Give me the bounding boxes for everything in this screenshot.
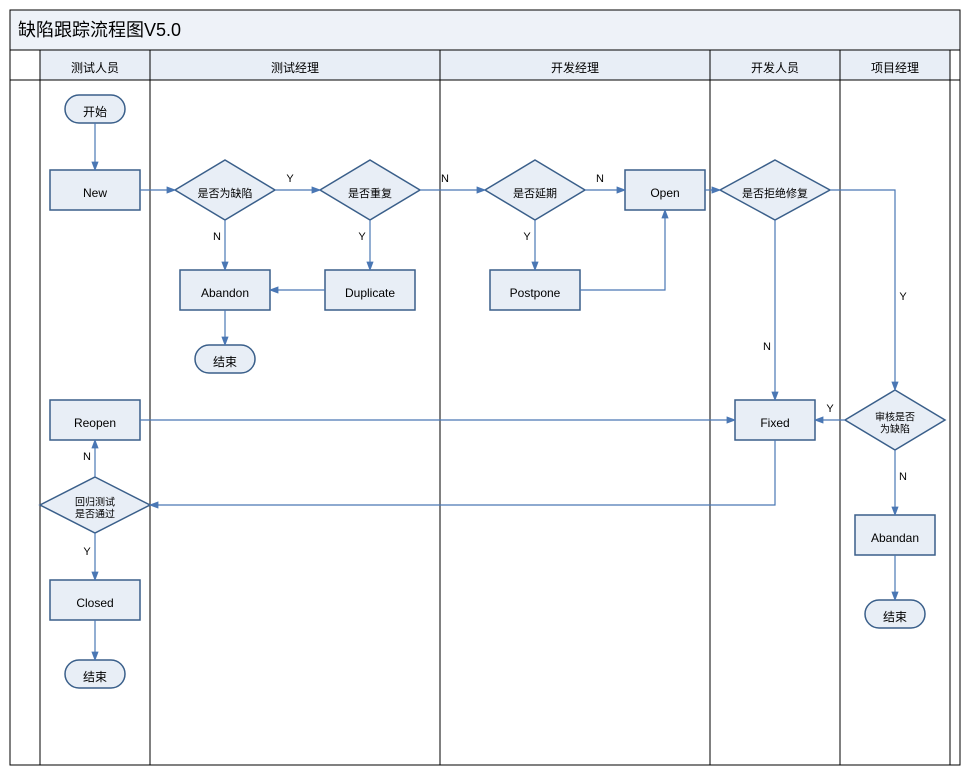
node-label-duplicate: Duplicate <box>345 286 395 300</box>
lane-header-tm: 测试经理 <box>271 60 319 75</box>
node-label-abandon: Abandon <box>201 286 249 300</box>
diagram-title: 缺陷跟踪流程图V5.0 <box>18 20 181 40</box>
lane-header-dev: 开发人员 <box>751 60 799 75</box>
flowchart-swimlane: 缺陷跟踪流程图V5.0 测试人员 测试经理 开发经理 开发人员 项目经理开始 New 是否为缺… <box>0 0 970 775</box>
node-label-start: 开始 <box>83 105 107 119</box>
flowchart-svg: 缺陷跟踪流程图V5.0 测试人员 测试经理 开发经理 开发人员 项目经理开始 New 是否为缺… <box>0 0 970 775</box>
edge-fixed-d_reg <box>150 440 775 505</box>
edge-label-d_audit-fixed: Y <box>826 403 834 415</box>
edge-postpone-open <box>580 210 665 290</box>
edge-label-d_dup-duplicate: Y <box>358 231 366 243</box>
node-label-open: Open <box>650 186 679 200</box>
node-label-end3: 结束 <box>883 610 907 624</box>
node-label-new: New <box>83 186 107 200</box>
node-label-d_defect: 是否为缺陷 <box>198 186 253 200</box>
svg-text:是否通过: 是否通过 <box>75 508 115 521</box>
node-label-d_delay: 是否延期 <box>513 187 557 200</box>
edge-label-d_reject-d_audit: Y <box>899 291 907 303</box>
lane-header-tester: 测试人员 <box>71 60 119 75</box>
node-label-reopen: Reopen <box>74 416 116 430</box>
node-label-d_dup: 是否重复 <box>348 186 392 200</box>
node-label-closed: Closed <box>76 596 113 610</box>
edge-label-d_reg-closed: Y <box>83 546 91 558</box>
node-label-postpone: Postpone <box>510 286 561 300</box>
node-label-fixed: Fixed <box>760 416 789 430</box>
edge-label-d_delay-postpone: Y <box>523 231 531 243</box>
lane-header-pm: 项目经理 <box>871 61 919 75</box>
lane-header-dm: 开发经理 <box>551 60 599 75</box>
node-label-end2: 结束 <box>83 670 107 684</box>
svg-text:为缺陷: 为缺陷 <box>880 423 910 436</box>
node-label-end1: 结束 <box>213 355 237 369</box>
edge-label-d_reject-fixed: N <box>763 341 771 353</box>
edge-label-d_defect-d_dup: Y <box>286 173 294 185</box>
edge-label-d_dup-d_delay: N <box>441 173 449 185</box>
edge-label-d_delay-open: N <box>596 173 604 185</box>
edge-label-d_audit-abandan2: N <box>899 471 907 483</box>
node-label-d_reg: 回归测试 <box>75 496 115 509</box>
node-label-abandan2: Abandan <box>871 531 919 545</box>
node-label-d_audit: 审核是否 <box>875 411 915 424</box>
edge-label-d_defect-abandon: N <box>213 231 221 243</box>
edge-label-d_reg-reopen: N <box>83 451 91 463</box>
node-label-d_reject: 是否拒绝修复 <box>742 186 808 200</box>
